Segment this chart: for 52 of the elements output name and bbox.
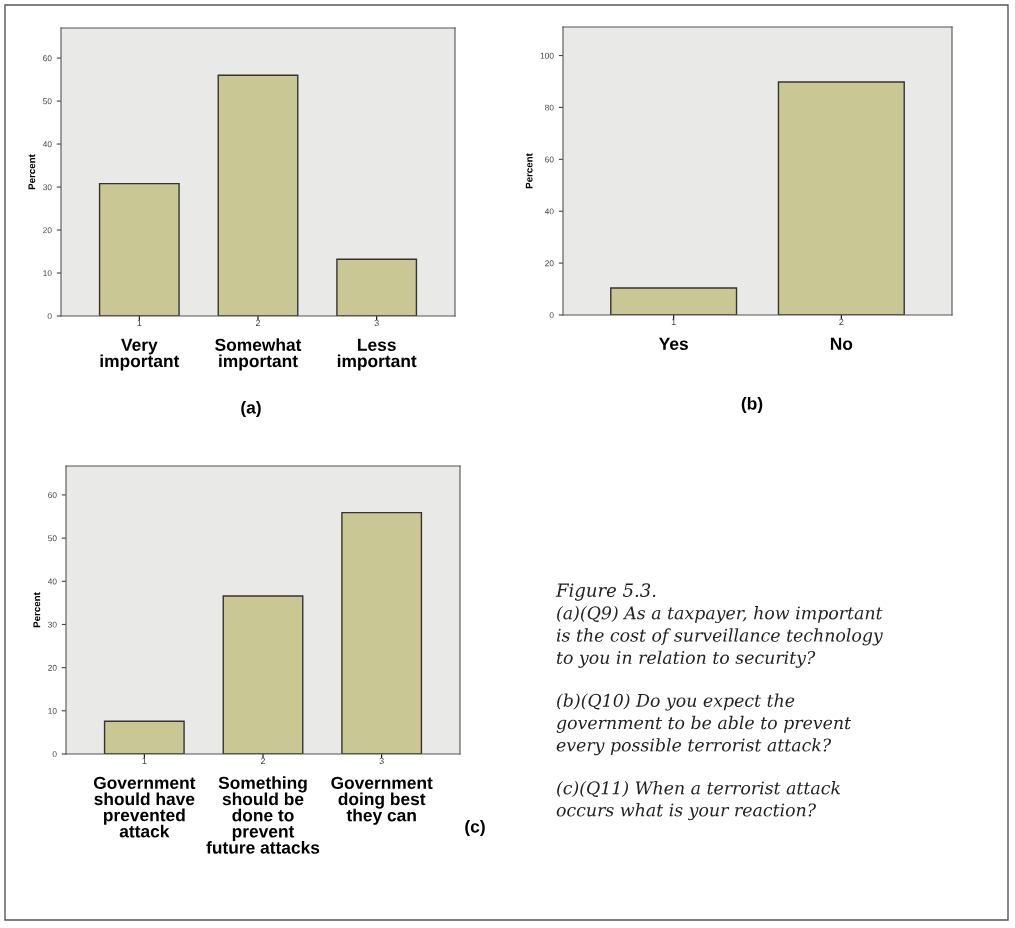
x-tick-label: No bbox=[830, 337, 853, 350]
y-tick-label: 80 bbox=[545, 104, 554, 111]
bar bbox=[217, 74, 299, 316]
text: (c) bbox=[465, 819, 485, 837]
bar bbox=[341, 511, 423, 754]
text: (b) bbox=[741, 396, 763, 414]
text: 1 bbox=[137, 319, 142, 326]
x-tick-label: Yes bbox=[658, 337, 688, 350]
x-tick-label: Something should be done to prevent future attacks bbox=[206, 776, 320, 854]
y-tick-label: 40 bbox=[47, 578, 57, 585]
y-tick-label: 100 bbox=[540, 52, 554, 59]
bar bbox=[336, 258, 418, 316]
y-axis-title: Percent bbox=[525, 153, 533, 189]
y-tick-label: 20 bbox=[43, 227, 52, 234]
y-tick-label: 0 bbox=[47, 313, 52, 320]
y-tick-label: 20 bbox=[545, 260, 554, 267]
y-tick-label: 50 bbox=[43, 98, 52, 105]
bar bbox=[222, 595, 304, 754]
y-tick-label: 50 bbox=[48, 535, 57, 542]
y-axis-title: Percent bbox=[33, 592, 41, 628]
y-tick-label: 40 bbox=[544, 208, 554, 215]
y-tick-label: 10 bbox=[48, 708, 57, 714]
x-tick-label: Less important bbox=[337, 338, 417, 371]
y-tick-label: 60 bbox=[43, 55, 52, 62]
x-tick-label: Somewhat important bbox=[215, 338, 302, 371]
text: 2 bbox=[255, 319, 261, 326]
y-tick-label: 10 bbox=[43, 270, 52, 277]
text: (a) bbox=[241, 400, 261, 418]
y-tick-label: 0 bbox=[549, 312, 554, 319]
bar bbox=[98, 182, 180, 316]
text: Figure 5.3. bbox=[555, 583, 656, 601]
text: 1 bbox=[142, 757, 147, 764]
y-tick-label: 40 bbox=[42, 141, 52, 148]
x-tick-label: Government should have prevented attack bbox=[93, 776, 196, 838]
text: 2 bbox=[839, 318, 844, 325]
bar bbox=[103, 720, 185, 754]
text: 3 bbox=[374, 319, 379, 327]
text: 2 bbox=[260, 757, 266, 764]
y-tick-label: 30 bbox=[48, 621, 57, 628]
x-tick-label: Government doing best they can bbox=[331, 776, 433, 825]
text: (b)(Q10) Do you expect the government to be able to prevent every possible terrorist attack? bbox=[556, 693, 852, 756]
text: 1 bbox=[671, 318, 676, 325]
text: (a)(Q9) As a taxpayer, how important is the cost of surveillance technology to you in relation to security? bbox=[556, 606, 883, 668]
y-tick-label: 60 bbox=[48, 492, 57, 499]
y-axis-title: Percent bbox=[28, 154, 36, 190]
y-tick-label: 0 bbox=[52, 751, 57, 758]
y-tick-label: 60 bbox=[545, 156, 554, 163]
text: (c)(Q11) When a terrorist attack occurs what is your reaction? bbox=[556, 781, 840, 821]
x-tick-label: Very important bbox=[100, 338, 180, 371]
y-tick-label: 30 bbox=[43, 184, 52, 191]
text: 3 bbox=[379, 757, 384, 765]
y-tick-label: 20 bbox=[48, 664, 57, 671]
